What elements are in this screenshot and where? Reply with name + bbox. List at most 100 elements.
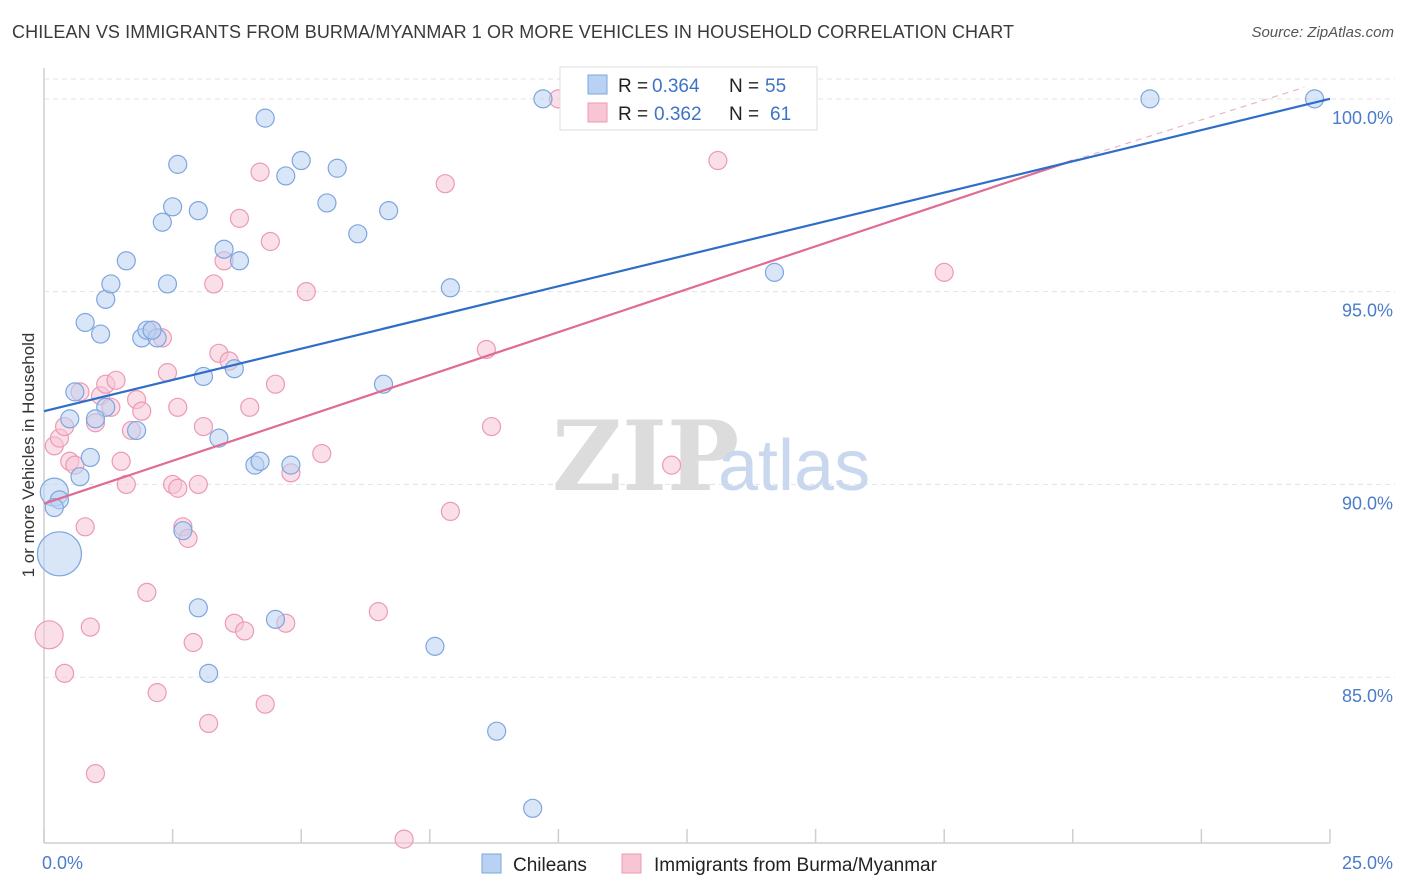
immigrants-point (147, 683, 167, 703)
y-tick-label-90: 90.0% (1342, 493, 1393, 513)
chileans-point (75, 312, 95, 333)
legend-n-value-2: 61 (770, 104, 791, 125)
chileans-point (173, 521, 193, 541)
trend-line-immigrants (43, 159, 1074, 505)
chileans-point (209, 428, 229, 448)
chileans-point (425, 636, 445, 656)
immigrants-point (132, 401, 152, 421)
chileans-point (163, 197, 183, 217)
chileans-point (80, 447, 100, 468)
legend-r-value-2: 0.362 (654, 104, 702, 125)
immigrants-point (106, 370, 126, 390)
y-axis-label: 1 or more Vehicles in Household (19, 333, 38, 578)
y-tick-label-95: 95.0% (1342, 301, 1393, 321)
immigrants-point (661, 455, 682, 475)
chileans-point (70, 467, 90, 487)
immigrants-point (85, 763, 106, 784)
chileans-point (265, 609, 286, 629)
immigrants-point (394, 829, 414, 849)
bottom-legend-swatch-chileans (481, 853, 502, 874)
immigrants-point (250, 162, 270, 182)
immigrants-point (204, 274, 224, 294)
immigrants-point (440, 501, 460, 522)
immigrants-point (260, 231, 280, 252)
chileans-point (523, 798, 543, 818)
chileans-point (90, 324, 111, 344)
chileans-point (327, 158, 347, 178)
chileans-point (44, 497, 64, 518)
legend-r-value-1: 0.364 (652, 76, 700, 97)
bottom-legend-label-immigrants: Immigrants from Burma/Myanmar (654, 855, 938, 876)
immigrants-point (34, 620, 64, 650)
x-tick-label-max: 25.0% (1342, 853, 1393, 873)
chileans-point (291, 150, 311, 171)
chileans-point (379, 201, 399, 221)
immigrants-point (137, 582, 157, 602)
chileans-point (533, 89, 553, 109)
bottom-legend-swatch-immigrants (621, 853, 642, 874)
legend-n-value-1: 55 (765, 76, 786, 97)
immigrants-point (168, 478, 188, 498)
legend-n-label-2: N = (729, 104, 759, 125)
chileans-point (281, 455, 301, 475)
chileans-point (188, 201, 208, 221)
chileans-point (188, 598, 208, 618)
immigrants-point (368, 602, 388, 622)
chileans-point (317, 193, 337, 213)
chileans-point (157, 274, 178, 294)
chileans-point (276, 166, 296, 186)
chileans-point (199, 663, 219, 683)
series-legend: Chileans Immigrants from Burma/Myanmar (481, 853, 938, 876)
trend-line-immigrants-extension (1072, 86, 1305, 162)
chileans-point (440, 278, 460, 298)
x-tick-label-min: 0.0% (42, 853, 83, 873)
chart-title: CHILEAN VS IMMIGRANTS FROM BURMA/MYANMAR… (12, 22, 1015, 42)
immigrants-point (235, 621, 255, 641)
trend-lines (43, 86, 1331, 505)
chileans-point (214, 239, 234, 259)
legend-n-label-1: N = (729, 76, 759, 97)
immigrants-point (193, 416, 214, 437)
immigrants-point (199, 713, 219, 734)
immigrants-point (183, 632, 203, 653)
chileans-point (764, 262, 785, 282)
chileans-point (348, 224, 368, 244)
chileans-point (168, 154, 188, 174)
chileans-point (487, 721, 507, 741)
x-axis-ticks (43, 829, 1331, 843)
immigrants-point (54, 663, 75, 683)
immigrants-point (296, 282, 316, 302)
chileans-point (36, 531, 83, 577)
watermark-zip: ZIP (552, 400, 739, 513)
immigrants-point (229, 208, 250, 228)
immigrants-point (80, 617, 100, 637)
y-tick-label-100: 100.0% (1332, 108, 1393, 128)
immigrants-point (111, 451, 131, 471)
legend-swatch-immigrants (587, 102, 608, 123)
series-immigrants-points (34, 89, 954, 849)
chileans-point (229, 251, 250, 271)
chileans-point (142, 320, 162, 340)
chileans-point (101, 274, 121, 294)
chileans-point (60, 409, 80, 429)
chileans-point (152, 212, 172, 232)
chileans-point (116, 251, 136, 271)
immigrants-point (312, 443, 332, 464)
immigrants-point (265, 374, 286, 394)
watermark-atlas: atlas (718, 426, 870, 506)
legend-r-label-2: R = (618, 104, 648, 125)
immigrants-point (240, 397, 260, 417)
immigrants-point (168, 397, 188, 417)
bottom-legend-label-chileans: Chileans (513, 855, 587, 876)
chileans-point (85, 409, 106, 429)
immigrants-point (708, 150, 728, 171)
y-tick-labels: 85.0% 90.0% 95.0% 100.0% (1332, 108, 1393, 706)
chileans-point (250, 451, 270, 471)
series-chileans-points (36, 89, 1325, 818)
immigrants-point (255, 694, 275, 714)
source-label: Source: ZipAtlas.com (1251, 24, 1394, 41)
trend-line-chileans (43, 97, 1331, 413)
chileans-point (65, 382, 85, 402)
y-tick-label-85: 85.0% (1342, 686, 1393, 706)
